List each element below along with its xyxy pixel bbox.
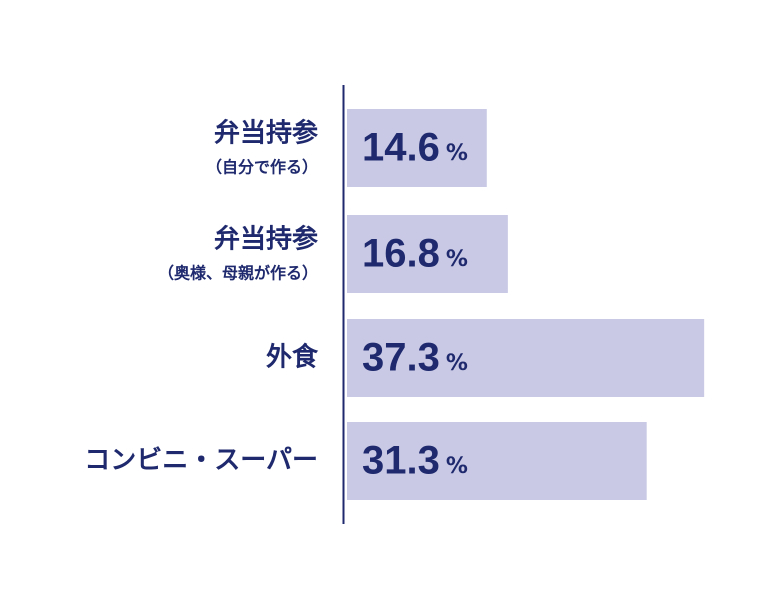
category-note: （自分で作る）	[206, 158, 318, 177]
bar	[347, 319, 705, 397]
value-label: 16.8	[362, 232, 440, 276]
bar	[347, 215, 508, 293]
value-label: 37.3	[362, 336, 440, 380]
value-unit: %	[446, 351, 468, 376]
bar	[347, 109, 487, 187]
value-unit: %	[446, 247, 468, 272]
bar	[347, 422, 647, 500]
category-label: 弁当持参	[214, 224, 318, 255]
value-label: 31.3	[362, 439, 440, 483]
category-label: コンビニ・スーパー	[84, 446, 318, 476]
category-label: 外食	[266, 342, 319, 373]
value-label: 14.6	[362, 126, 440, 170]
value-unit: %	[446, 454, 468, 479]
category-note: （奥様、母親が作る）	[158, 264, 318, 283]
category-label: 弁当持参	[214, 118, 318, 149]
value-unit: %	[446, 141, 468, 166]
